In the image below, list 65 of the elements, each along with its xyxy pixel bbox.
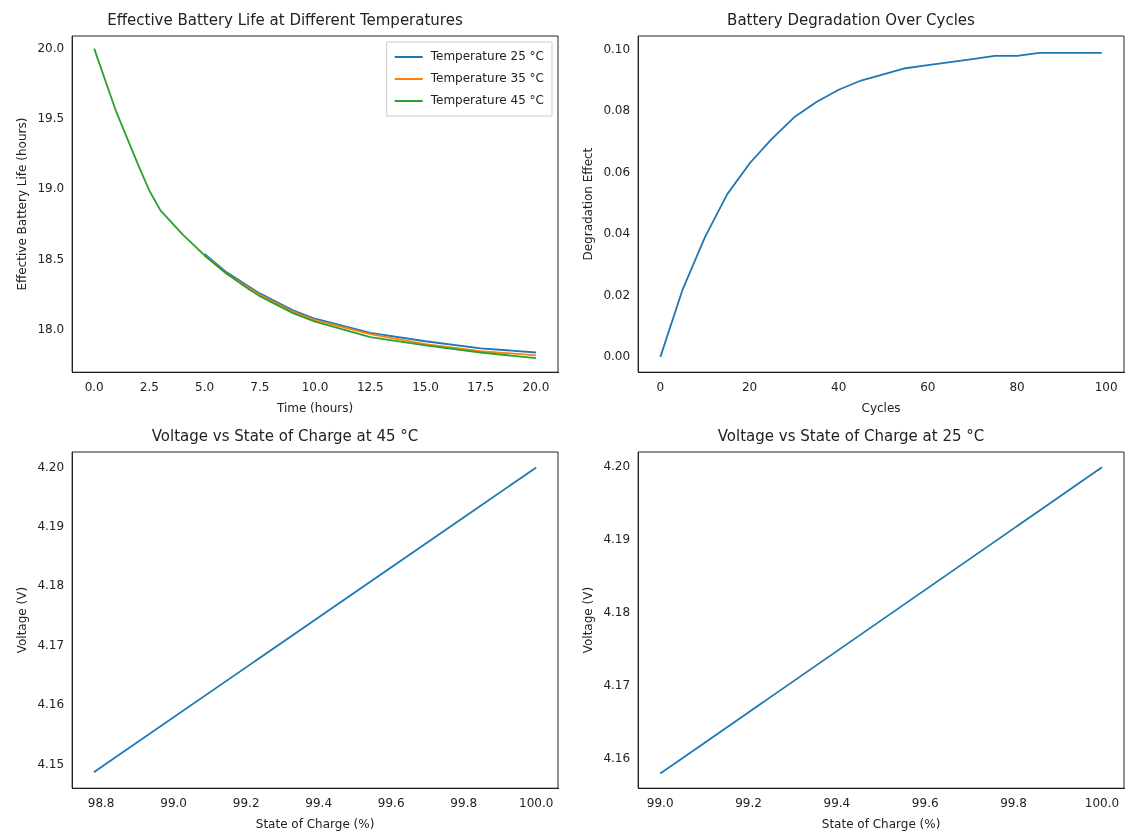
- x-tick-label: 99.0: [160, 795, 188, 810]
- y-tick-label: 20.0: [37, 40, 65, 55]
- x-tick-label: 80: [1009, 379, 1025, 394]
- x-tick-label: 20: [741, 379, 758, 394]
- y-tick-label: 4.20: [603, 459, 631, 474]
- x-tick-label: 60: [920, 379, 936, 394]
- x-tick-label: 99.2: [232, 795, 260, 810]
- y-axis-title: Degradation Effect: [581, 147, 596, 261]
- y-axis-title: Voltage (V): [15, 586, 30, 654]
- x-tick-label: 100: [1094, 379, 1118, 394]
- x-tick-label: 12.5: [356, 379, 384, 394]
- chart-title: Effective Battery Life at Different Temperatures: [107, 10, 463, 29]
- y-tick-label: 4.17: [37, 637, 65, 652]
- y-tick-label: 4.19: [603, 532, 631, 547]
- legend-label: Temperature 25 °C: [429, 49, 545, 64]
- x-tick-label: 99.8: [1000, 795, 1027, 810]
- x-tick-label: 99.6: [377, 795, 405, 810]
- x-tick-label: 5.0: [195, 379, 215, 394]
- y-tick-label: 0.08: [603, 103, 631, 118]
- x-tick-label: 99.4: [823, 795, 851, 810]
- legend-label: Temperature 35 °C: [429, 71, 545, 86]
- y-tick-label: 0.10: [603, 41, 631, 56]
- chart-title: Voltage vs State of Charge at 25 °C: [717, 426, 985, 445]
- x-tick-label: 99.0: [646, 795, 674, 810]
- x-tick-label: 7.5: [250, 379, 270, 394]
- y-tick-label: 4.18: [37, 578, 65, 593]
- x-tick-label: 0.0: [84, 379, 104, 394]
- chart-title: Voltage vs State of Charge at 45 °C: [151, 426, 419, 445]
- x-tick-label: 100.0: [519, 795, 554, 810]
- x-tick-label: 100.0: [1084, 795, 1120, 810]
- x-tick-label: 98.8: [87, 795, 115, 810]
- x-tick-label: 20.0: [522, 379, 550, 394]
- y-tick-label: 0.02: [603, 287, 631, 302]
- y-axis-title: Voltage (V): [581, 586, 596, 654]
- x-tick-label: 17.5: [467, 379, 495, 394]
- x-axis-title: State of Charge (%): [255, 816, 375, 831]
- y-tick-label: 0.00: [603, 348, 631, 363]
- y-tick-label: 18.5: [37, 251, 65, 266]
- y-tick-label: 4.15: [37, 756, 65, 771]
- y-tick-label: 19.0: [37, 181, 65, 196]
- y-tick-label: 4.18: [603, 605, 631, 620]
- y-tick-label: 0.06: [603, 164, 631, 179]
- y-tick-label: 4.17: [603, 678, 631, 693]
- x-tick-label: 40: [831, 379, 847, 394]
- x-tick-label: 2.5: [139, 379, 159, 394]
- x-tick-label: 10.0: [301, 379, 329, 394]
- chart-title: Battery Degradation Over Cycles: [727, 10, 976, 29]
- x-axis-title: Time (hours): [275, 400, 354, 415]
- y-tick-label: 4.16: [37, 697, 65, 712]
- x-axis-title: Cycles: [861, 400, 901, 415]
- x-tick-label: 99.2: [735, 795, 762, 810]
- y-tick-label: 4.20: [37, 459, 65, 474]
- x-tick-label: 99.6: [911, 795, 939, 810]
- x-tick-label: 15.0: [412, 379, 439, 394]
- y-axis-title: Effective Battery Life (hours): [15, 117, 30, 291]
- y-tick-label: 4.19: [37, 518, 65, 533]
- y-tick-label: 18.0: [37, 322, 65, 337]
- x-tick-label: 99.4: [305, 795, 333, 810]
- x-tick-label: 99.8: [450, 795, 478, 810]
- x-axis-title: State of Charge (%): [821, 816, 941, 831]
- legend-label: Temperature 45 °C: [429, 93, 545, 108]
- y-tick-label: 0.04: [603, 226, 631, 241]
- x-tick-label: 0: [656, 379, 665, 394]
- y-tick-label: 19.5: [37, 111, 65, 126]
- y-tick-label: 4.16: [603, 751, 631, 766]
